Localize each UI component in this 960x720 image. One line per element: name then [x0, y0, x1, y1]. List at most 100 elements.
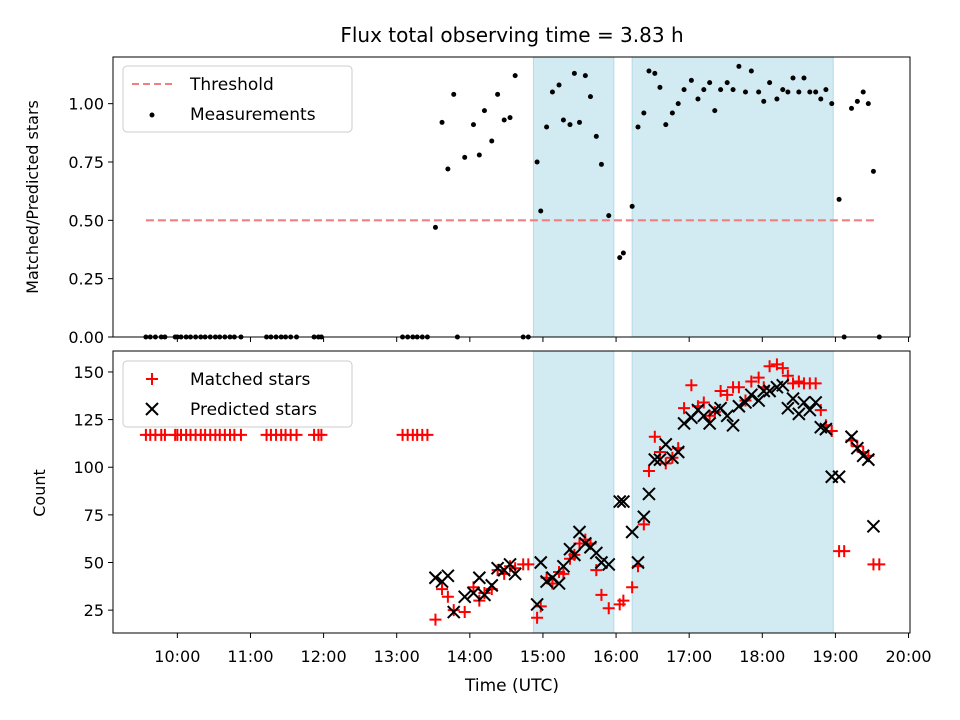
x-axis-label: Time (UTC): [464, 676, 559, 696]
predicted-marker: [697, 409, 711, 423]
matched-marker: [234, 428, 247, 441]
measurement-point: [761, 98, 767, 104]
matched-marker: [595, 588, 608, 601]
predicted-marker: [781, 401, 795, 415]
predicted-marker: [776, 378, 790, 393]
predicted-marker: [653, 452, 667, 467]
predicted-marker: [819, 422, 833, 436]
y-tick-label: 50: [84, 554, 104, 573]
y-tick-label: 125: [73, 411, 104, 430]
measurement-point: [617, 255, 623, 261]
y-tick-label: 1.00: [68, 95, 104, 114]
measurement-point: [790, 75, 796, 81]
predicted-marker: [572, 525, 587, 539]
predicted-marker: [534, 555, 548, 570]
measurement-point: [587, 94, 593, 100]
matched-marker: [732, 381, 745, 394]
matched-marker: [504, 560, 517, 573]
measurement-point: [571, 70, 577, 76]
measurement-point: [860, 89, 866, 95]
matched-marker: [491, 564, 504, 577]
predicted-marker: [441, 569, 455, 583]
measurement-point: [785, 89, 791, 95]
ratio-legend: Threshold Measurements: [122, 65, 353, 133]
predicted-marker: [648, 452, 662, 467]
predicted-marker: [485, 578, 499, 593]
matched-marker: [429, 613, 442, 626]
measurement-point: [742, 89, 748, 95]
measurement-point: [652, 70, 658, 76]
x-tick-label: 13:00: [374, 647, 420, 666]
matched-marker: [678, 402, 691, 415]
measurement-point: [829, 101, 835, 107]
matched-marker: [685, 379, 698, 392]
measurement-point: [707, 80, 713, 86]
predicted-marker: [642, 487, 656, 501]
measurement-point: [439, 119, 445, 125]
ratio-legend-box: [122, 65, 353, 133]
measurement-point: [865, 101, 871, 107]
matched-marker: [637, 518, 650, 531]
matched-marker: [290, 428, 303, 441]
matched-marker: [838, 545, 851, 558]
predicted-marker: [744, 388, 759, 402]
measurement-point: [801, 75, 807, 81]
matched-marker: [158, 428, 171, 441]
matched-marker: [441, 590, 454, 603]
y-tick-label: 0.00: [68, 328, 104, 347]
measurement-point: [582, 73, 588, 79]
chart-title: Flux total observing time = 3.83 h: [340, 23, 683, 47]
threshold-legend-label: Threshold: [189, 75, 274, 95]
predicted-marker: [792, 407, 806, 421]
measurement-point: [836, 196, 842, 202]
observing-span: [532, 56, 615, 338]
matched-marker: [421, 428, 434, 441]
predicted-marker: [762, 384, 777, 398]
predicted-marker: [732, 399, 746, 413]
measurement-point: [813, 89, 819, 95]
observing-span: [532, 350, 615, 634]
measurement-point: [598, 161, 604, 167]
ratio-y-label: Matched/Predicted stars: [23, 100, 42, 294]
y-tick-label: 0.75: [68, 153, 104, 172]
predicted-marker: [677, 416, 691, 431]
matched-marker: [809, 377, 822, 390]
measurement-point: [538, 208, 544, 214]
measurement-point: [675, 101, 681, 107]
matched-marker: [534, 600, 547, 613]
measurement-point: [774, 96, 780, 102]
measurement-point: [663, 122, 669, 128]
predicted-marker: [844, 430, 859, 444]
matched-marker: [602, 602, 615, 615]
matched-marker: [708, 405, 721, 418]
predicted-marker: [539, 574, 554, 589]
matched-marker: [763, 360, 776, 373]
x-tick-label: 18:00: [739, 647, 785, 666]
y-tick-label: 100: [73, 458, 104, 477]
predicted-marker: [503, 557, 517, 572]
measurement-point: [534, 159, 540, 165]
measurement-point: [507, 115, 513, 121]
predicted-marker: [567, 548, 582, 562]
measurement-point: [470, 122, 476, 128]
measurement-point: [481, 108, 487, 114]
predicted-marker: [803, 403, 817, 417]
predicted-marker: [613, 494, 627, 509]
x-tick-label: 17:00: [666, 647, 712, 666]
predicted-marker: [472, 571, 487, 585]
matched-marker: [447, 604, 460, 617]
predicted-marker: [589, 546, 604, 560]
counts-panel: 25 50 75 100 125 150 10:00 11:00 12:00 13:00 14:0…: [30, 350, 932, 696]
predicted-marker: [631, 555, 645, 570]
x-tick-label: 10:00: [154, 647, 200, 666]
predicted-marker: [702, 416, 717, 431]
ratio-x-ticks: [176, 337, 910, 342]
observing-span: [631, 350, 834, 634]
measurement-point: [544, 124, 550, 130]
predicted-marker: [757, 384, 771, 398]
observing-spans: [532, 56, 834, 338]
observing-span: [631, 56, 834, 338]
measurement-point: [695, 96, 701, 102]
measurement-point: [495, 91, 501, 97]
measurement-point: [445, 166, 451, 172]
